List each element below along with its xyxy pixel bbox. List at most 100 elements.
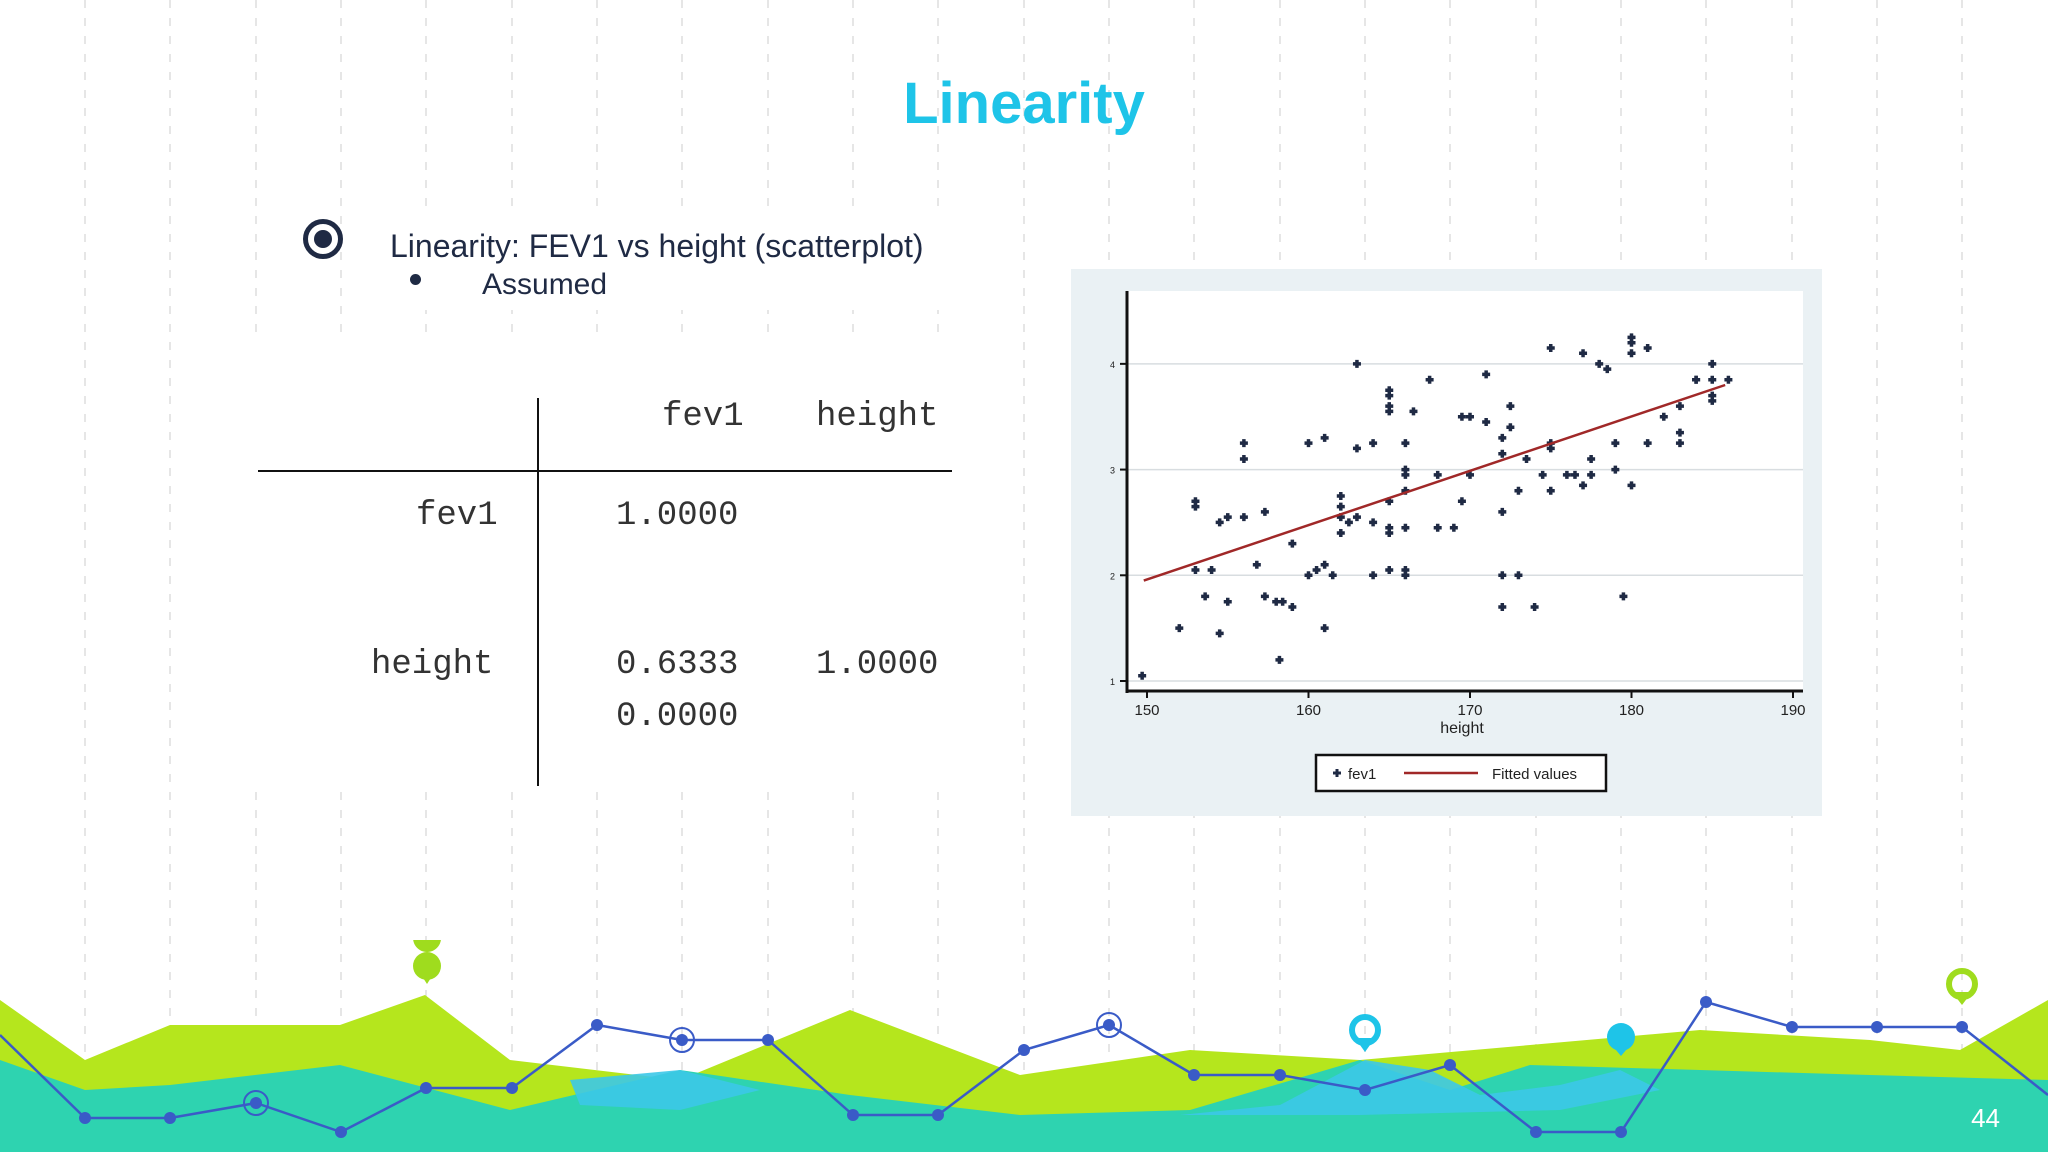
- data-point: [1708, 375, 1717, 384]
- bullet-text: Linearity: FEV1 vs height (scatterplot): [390, 228, 924, 264]
- data-point: [1191, 566, 1200, 574]
- data-point: [1275, 655, 1284, 664]
- data-point: [1522, 455, 1531, 463]
- data-point: [1498, 571, 1507, 580]
- data-point: [1401, 439, 1410, 448]
- page-number: 44: [1971, 1103, 2000, 1133]
- data-point: [1252, 560, 1261, 569]
- data-point: [1611, 465, 1620, 474]
- x-tick-label: 190: [1780, 702, 1805, 719]
- data-point: [1538, 470, 1547, 479]
- data-point: [1603, 365, 1612, 374]
- data-point: [1546, 344, 1555, 352]
- data-point: [1498, 603, 1507, 611]
- data-point: [1401, 523, 1410, 532]
- data-point: [1239, 513, 1248, 522]
- data-point: [1223, 597, 1232, 606]
- data-point: [1466, 412, 1474, 421]
- x-tick-label: 160: [1296, 702, 1321, 719]
- x-tick-label: 180: [1619, 702, 1644, 719]
- data-point: [1546, 486, 1555, 495]
- data-point: [1643, 439, 1652, 448]
- data-point: [1643, 344, 1652, 352]
- data-point: [1579, 349, 1588, 358]
- data-point: [1659, 412, 1668, 421]
- row-label-height: height: [371, 646, 494, 684]
- wave-cyan: [1180, 1060, 1660, 1115]
- sub-bullet-text: Assumed: [482, 268, 608, 301]
- correlation-table: fev1 height fev1 1.0000 height 0.6333 1.…: [258, 398, 958, 786]
- data-point: [1627, 481, 1636, 490]
- data-point: [1482, 370, 1491, 379]
- data-point: [1369, 439, 1378, 448]
- cell-height-height: 1.0000: [816, 646, 939, 684]
- data-point: [1482, 418, 1491, 426]
- data-point: [1215, 629, 1224, 638]
- data-point: [1175, 624, 1184, 633]
- data-point: [1579, 481, 1588, 490]
- data-point: [1352, 444, 1361, 453]
- data-point: [1215, 518, 1224, 527]
- data-point: [1675, 428, 1684, 437]
- column-header-height: height: [816, 398, 939, 436]
- data-point: [1288, 603, 1297, 611]
- data-point: [1385, 529, 1394, 537]
- data-point: [1369, 571, 1378, 580]
- pin-marker-icons: [413, 940, 1978, 1056]
- data-point: [1433, 470, 1442, 479]
- legend-marker-fev1: [1333, 769, 1341, 777]
- data-point: [1223, 513, 1232, 522]
- data-point: [1278, 597, 1287, 606]
- row-label-fev1: fev1: [416, 497, 498, 535]
- data-point: [1207, 566, 1216, 574]
- data-point: [1498, 449, 1507, 458]
- data-point: [1201, 592, 1210, 601]
- legend-label-fitted: Fitted values: [1492, 766, 1577, 783]
- data-point: [1239, 455, 1248, 463]
- data-point: [1312, 566, 1321, 574]
- radio-bullet-icon: [303, 219, 343, 259]
- data-point: [1336, 502, 1345, 511]
- scatterplot-panel: 150 160 170 180 190 1 2 3 4 height fev1 Fitted val…: [1071, 269, 1822, 816]
- data-point: [1627, 349, 1636, 358]
- decorative-wave-footer: [0, 940, 2048, 1152]
- data-point: [1708, 359, 1717, 368]
- data-point: [1260, 507, 1269, 516]
- data-point: [1425, 375, 1434, 384]
- data-point: [1385, 386, 1394, 395]
- wave-cyan-small: [570, 1070, 760, 1110]
- sub-bullet-dot-icon: [410, 274, 421, 285]
- data-point: [1692, 375, 1701, 384]
- data-point: [1570, 470, 1579, 479]
- data-point: [1320, 433, 1329, 442]
- data-point: [1401, 566, 1410, 574]
- x-tick-label: 170: [1457, 702, 1482, 719]
- cell-height-fev1-pvalue: 0.0000: [616, 698, 739, 736]
- data-point: [1304, 439, 1313, 448]
- x-axis-label: height: [1440, 720, 1484, 737]
- data-point: [1288, 539, 1297, 548]
- data-point: [1619, 592, 1628, 601]
- y-tick-label: 3: [1110, 466, 1115, 476]
- data-point: [1611, 439, 1620, 448]
- data-point: [1336, 492, 1345, 500]
- data-point: [1675, 439, 1684, 448]
- y-tick-label: 4: [1110, 360, 1115, 370]
- data-point: [1449, 523, 1458, 532]
- data-point: [1336, 529, 1345, 537]
- data-point: [1457, 412, 1466, 421]
- column-header-fev1: fev1: [662, 398, 744, 436]
- data-point: [1708, 391, 1717, 400]
- table-horizontal-rule: [258, 470, 952, 472]
- data-point: [1457, 497, 1466, 506]
- data-point: [1530, 603, 1539, 611]
- data-point: [1138, 671, 1147, 680]
- data-point: [1352, 513, 1361, 522]
- data-point: [1466, 470, 1474, 479]
- data-point: [1506, 423, 1515, 432]
- data-point: [1352, 359, 1361, 368]
- data-point: [1409, 407, 1418, 416]
- data-point: [1627, 333, 1636, 342]
- data-point: [1320, 560, 1329, 569]
